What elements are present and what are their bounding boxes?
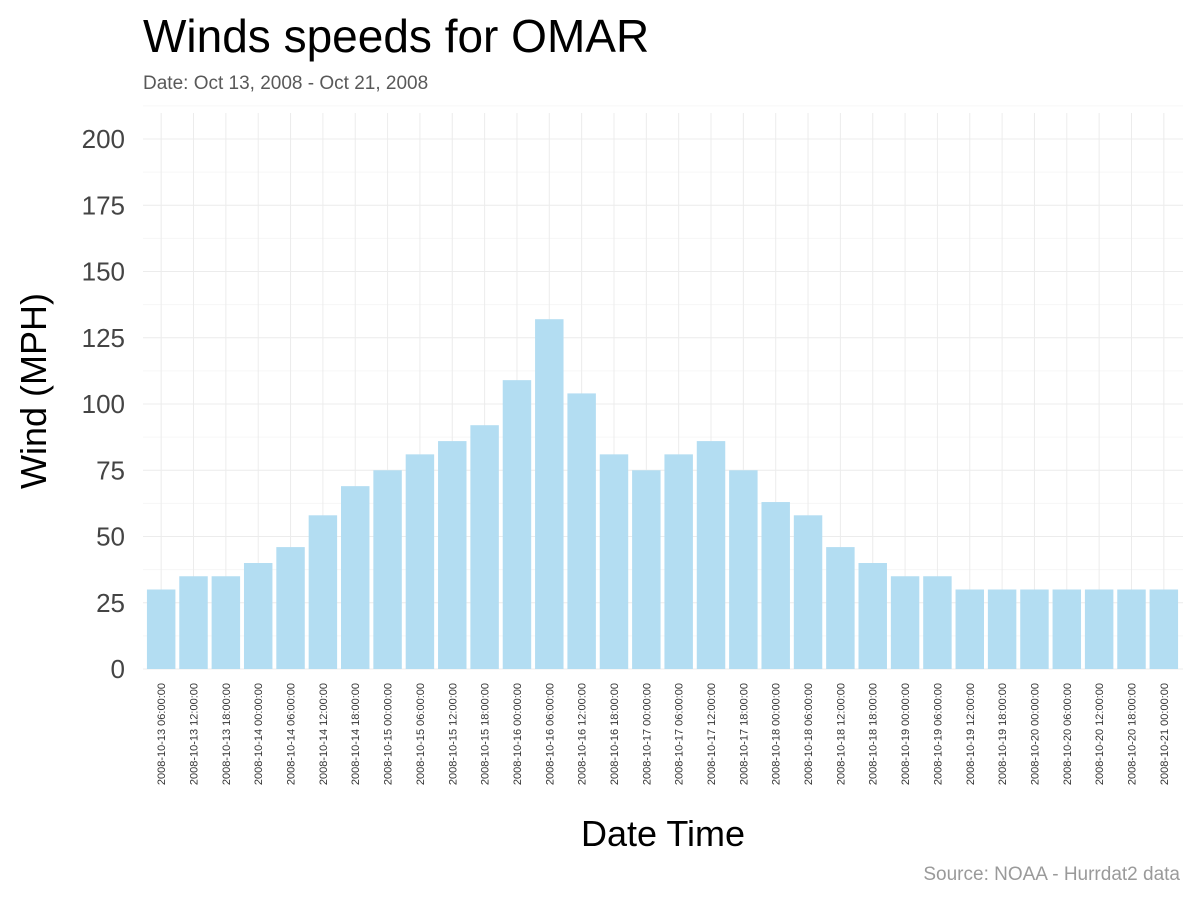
- x-tick-label: 2008-10-13 18:00:00: [221, 683, 233, 785]
- x-tick-label: 2008-10-20 12:00:00: [1094, 683, 1106, 785]
- y-tick-label: 0: [111, 654, 125, 684]
- chart-title: Winds speeds for OMAR: [143, 10, 649, 62]
- x-tick-label: 2008-10-14 12:00:00: [318, 683, 330, 785]
- bar: [1052, 589, 1082, 669]
- bar: [373, 470, 402, 669]
- bar: [211, 576, 241, 669]
- bar: [341, 486, 370, 669]
- x-tick-label: 2008-10-13 12:00:00: [189, 683, 201, 785]
- bar: [599, 454, 629, 669]
- x-tick-label: 2008-10-13 06:00:00: [156, 683, 168, 785]
- bar: [632, 470, 661, 669]
- bar: [438, 441, 467, 669]
- bar: [987, 589, 1017, 669]
- bar: [470, 425, 499, 669]
- x-tick-label: 2008-10-20 06:00:00: [1062, 683, 1074, 785]
- bar: [923, 576, 952, 669]
- bar: [1020, 589, 1049, 669]
- bar: [761, 502, 790, 669]
- x-tick-label: 2008-10-16 00:00:00: [512, 683, 524, 785]
- x-axis-title: Date Time: [581, 813, 745, 854]
- bar: [1117, 589, 1146, 669]
- x-axis-ticks: 2008-10-13 06:00:00 2008-10-13 12:00:00 20…: [156, 683, 1171, 785]
- bar: [890, 576, 920, 669]
- x-tick-label: 2008-10-17 18:00:00: [738, 683, 750, 785]
- x-tick-label: 2008-10-17 06:00:00: [674, 683, 686, 785]
- bar: [146, 589, 176, 669]
- x-tick-label: 2008-10-18 12:00:00: [835, 683, 847, 785]
- x-tick-label: 2008-10-21 00:00:00: [1159, 683, 1171, 785]
- chart-subtitle: Date: Oct 13, 2008 - Oct 21, 2008: [143, 73, 428, 94]
- x-tick-label: 2008-10-19 18:00:00: [997, 683, 1009, 785]
- x-tick-label: 2008-10-15 12:00:00: [447, 683, 459, 785]
- bar: [535, 319, 564, 669]
- bars: [146, 319, 1179, 669]
- x-tick-label: 2008-10-19 06:00:00: [932, 683, 944, 785]
- y-tick-label: 25: [96, 588, 125, 618]
- y-tick-label: 125: [82, 323, 125, 353]
- y-tick-label: 75: [96, 455, 125, 485]
- y-tick-label: 150: [82, 257, 125, 287]
- bar: [243, 563, 273, 669]
- x-tick-label: 2008-10-16 06:00:00: [544, 683, 556, 785]
- bar: [696, 441, 726, 669]
- bar: [308, 515, 338, 669]
- x-tick-label: 2008-10-14 06:00:00: [286, 683, 298, 785]
- x-tick-label: 2008-10-16 18:00:00: [609, 683, 621, 785]
- x-tick-label: 2008-10-15 18:00:00: [480, 683, 492, 785]
- bar: [955, 589, 984, 669]
- x-tick-label: 2008-10-19 00:00:00: [900, 683, 912, 785]
- x-tick-label: 2008-10-14 18:00:00: [350, 683, 362, 785]
- bar: [1149, 589, 1179, 669]
- x-tick-label: 2008-10-19 12:00:00: [965, 683, 977, 785]
- x-tick-label: 2008-10-15 06:00:00: [415, 683, 427, 785]
- bar: [1084, 589, 1114, 669]
- bar: [567, 393, 596, 669]
- bar: [502, 380, 532, 669]
- bar: [729, 470, 758, 669]
- x-tick-label: 2008-10-17 12:00:00: [706, 683, 718, 785]
- y-tick-label: 175: [82, 190, 125, 220]
- y-tick-label: 50: [96, 522, 125, 552]
- bar: [405, 454, 435, 669]
- x-tick-label: 2008-10-15 00:00:00: [383, 683, 395, 785]
- x-tick-label: 2008-10-14 00:00:00: [253, 683, 265, 785]
- bar: [793, 515, 823, 669]
- x-tick-label: 2008-10-18 00:00:00: [771, 683, 783, 785]
- x-tick-label: 2008-10-20 18:00:00: [1126, 683, 1138, 785]
- bar: [826, 547, 855, 669]
- y-tick-label: 200: [82, 124, 125, 154]
- bar: [276, 547, 305, 669]
- bar: [179, 576, 208, 669]
- source-caption: Source: NOAA - Hurrdat2 data: [923, 864, 1180, 885]
- x-tick-label: 2008-10-20 00:00:00: [1029, 683, 1041, 785]
- bar: [664, 454, 693, 669]
- y-axis-ticks: 0 25 50 75 100 125 150 175 200: [82, 124, 125, 684]
- y-axis-title: Wind (MPH): [13, 293, 54, 489]
- y-tick-label: 100: [82, 389, 125, 419]
- x-tick-label: 2008-10-18 18:00:00: [868, 683, 880, 785]
- bar: [858, 563, 887, 669]
- x-tick-label: 2008-10-17 00:00:00: [641, 683, 653, 785]
- x-tick-label: 2008-10-16 12:00:00: [577, 683, 589, 785]
- x-tick-label: 2008-10-18 06:00:00: [803, 683, 815, 785]
